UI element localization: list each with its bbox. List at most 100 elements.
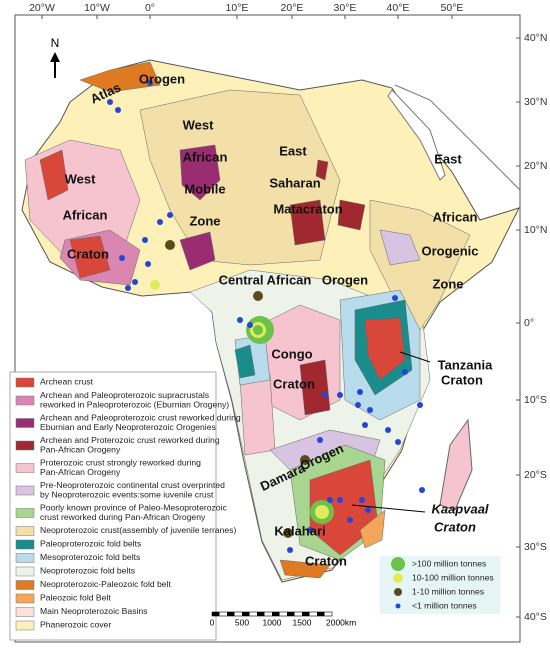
deposit — [253, 291, 263, 301]
legend-swatch — [15, 418, 35, 428]
deposit — [247, 322, 253, 328]
deposit — [147, 80, 153, 86]
region-label: Zone — [189, 213, 220, 228]
geologic-province — [289, 199, 326, 246]
legend-swatch — [15, 620, 35, 631]
geologic-province — [234, 344, 256, 379]
deposit — [145, 261, 151, 267]
legend-label: Paleoproterozoic fold belts — [40, 538, 141, 548]
legend-swatch — [15, 440, 35, 451]
labels: AtlasOrogenWestAfricanMobileZoneEastSaha… — [9, 52, 500, 641]
legend-label: Archean and Proterozoic crust reworked d… — [40, 435, 220, 445]
latitude-label: 40°S — [524, 611, 547, 623]
deposit — [125, 285, 131, 291]
latitude-label: 40°N — [524, 32, 547, 44]
legend-swatch — [15, 539, 35, 550]
deposit — [253, 325, 263, 335]
scale-segment — [257, 612, 265, 616]
latitude-label: 30°S — [524, 541, 547, 553]
longitude-label: 40°E — [387, 2, 410, 14]
legend-swatch — [15, 580, 35, 590]
legend-swatch — [15, 377, 35, 388]
deposit — [385, 427, 391, 433]
deposit-legend-label: 1-10 million tonnes — [412, 586, 484, 596]
north-arrow-head — [50, 52, 60, 62]
region-label: Craton — [305, 553, 347, 568]
legend-label: Neoproterozoic-Paleozoic fold belt — [40, 579, 171, 589]
legend-label: Neoproterozoic fold belts — [40, 565, 135, 575]
legend-swatch — [15, 593, 35, 604]
region-label: Kaapvaal — [431, 501, 488, 516]
deposit — [337, 497, 343, 503]
legend-label: Eburnian and Early Neoproterozoic Orogen… — [40, 422, 216, 432]
region-label: African — [63, 207, 108, 222]
legend-label: by Neoproterozoic events:some iuvenile c… — [40, 489, 214, 499]
deposit — [395, 439, 401, 445]
region-label: Kalahari — [274, 523, 325, 538]
legend-label: Pan-African Orogeny — [40, 467, 121, 477]
legend-swatch — [15, 463, 35, 473]
geologic-province — [139, 89, 341, 266]
north-label: N — [51, 36, 60, 50]
deposit — [322, 392, 328, 398]
latitude-label: 30°N — [524, 96, 547, 108]
legend-label: Proterozoic crust strongly reworked duri… — [40, 457, 201, 467]
region-label: African — [433, 209, 478, 224]
region-label: Central African — [219, 272, 312, 287]
deposit — [362, 422, 368, 428]
region-label: East — [434, 151, 462, 166]
deposit-legend-label: 10-100 million tonnes — [412, 572, 494, 582]
deposit — [119, 255, 125, 261]
legend-swatch — [15, 395, 35, 406]
region-label: Craton — [273, 376, 315, 391]
latitude-label: 20°N — [524, 160, 547, 172]
region-label: West — [183, 117, 214, 132]
deposit — [417, 402, 423, 408]
pointer-arrow — [399, 351, 431, 363]
legend-label: reworked in Paleoproterozoic (Eburnian O… — [40, 399, 229, 409]
pointer-arrow — [351, 504, 426, 513]
scale-label: 1500 — [293, 617, 312, 627]
region-label: Orogen — [139, 71, 185, 86]
scale-label: 1000 — [263, 617, 282, 627]
legend-swatch — [15, 508, 35, 518]
legend-swatch — [15, 553, 35, 563]
longitude-label: 20°E — [281, 2, 304, 14]
legend-label: crust reworked during Pan-African Orogen… — [40, 512, 206, 522]
region-label: Congo — [271, 346, 312, 361]
deposit — [419, 487, 425, 493]
region-label: East — [279, 143, 307, 158]
region-label: Craton — [434, 519, 476, 534]
region-label: Craton — [67, 246, 109, 261]
deposit — [132, 279, 138, 285]
legend-label: Archean and Paleoproterozoic crust rewor… — [40, 412, 241, 422]
deposit — [402, 369, 408, 375]
deposit — [317, 437, 323, 443]
region-label: Tanzania — [438, 357, 493, 372]
latitude-label: 0° — [524, 317, 534, 329]
scale-label: 500 — [235, 617, 249, 627]
latitude-label: 10°N — [524, 224, 547, 236]
deposit — [357, 389, 363, 395]
deposit — [142, 237, 148, 243]
scale-segment — [302, 612, 310, 616]
region-label: Saharan — [269, 175, 320, 190]
deposit — [283, 528, 293, 538]
legend-label: Poorly known province of Paleo-Mesoprote… — [40, 502, 227, 512]
region-label: Craton — [441, 372, 483, 387]
legend-label: Paleozoic fold Belt — [40, 592, 111, 602]
scale-segment — [272, 612, 280, 616]
legend-swatch — [15, 607, 35, 617]
deposit — [307, 527, 313, 533]
geologic-province — [39, 149, 69, 201]
legend-swatch — [15, 526, 35, 536]
region-label: Orogenic — [421, 243, 478, 258]
scale-segment — [212, 612, 220, 616]
geologic-province — [359, 509, 386, 549]
deposit — [167, 212, 173, 218]
longitude-label: 0° — [145, 2, 155, 14]
geologic-province — [299, 359, 331, 416]
longitude-label: 30°E — [334, 2, 357, 14]
legend-swatch — [15, 566, 35, 577]
